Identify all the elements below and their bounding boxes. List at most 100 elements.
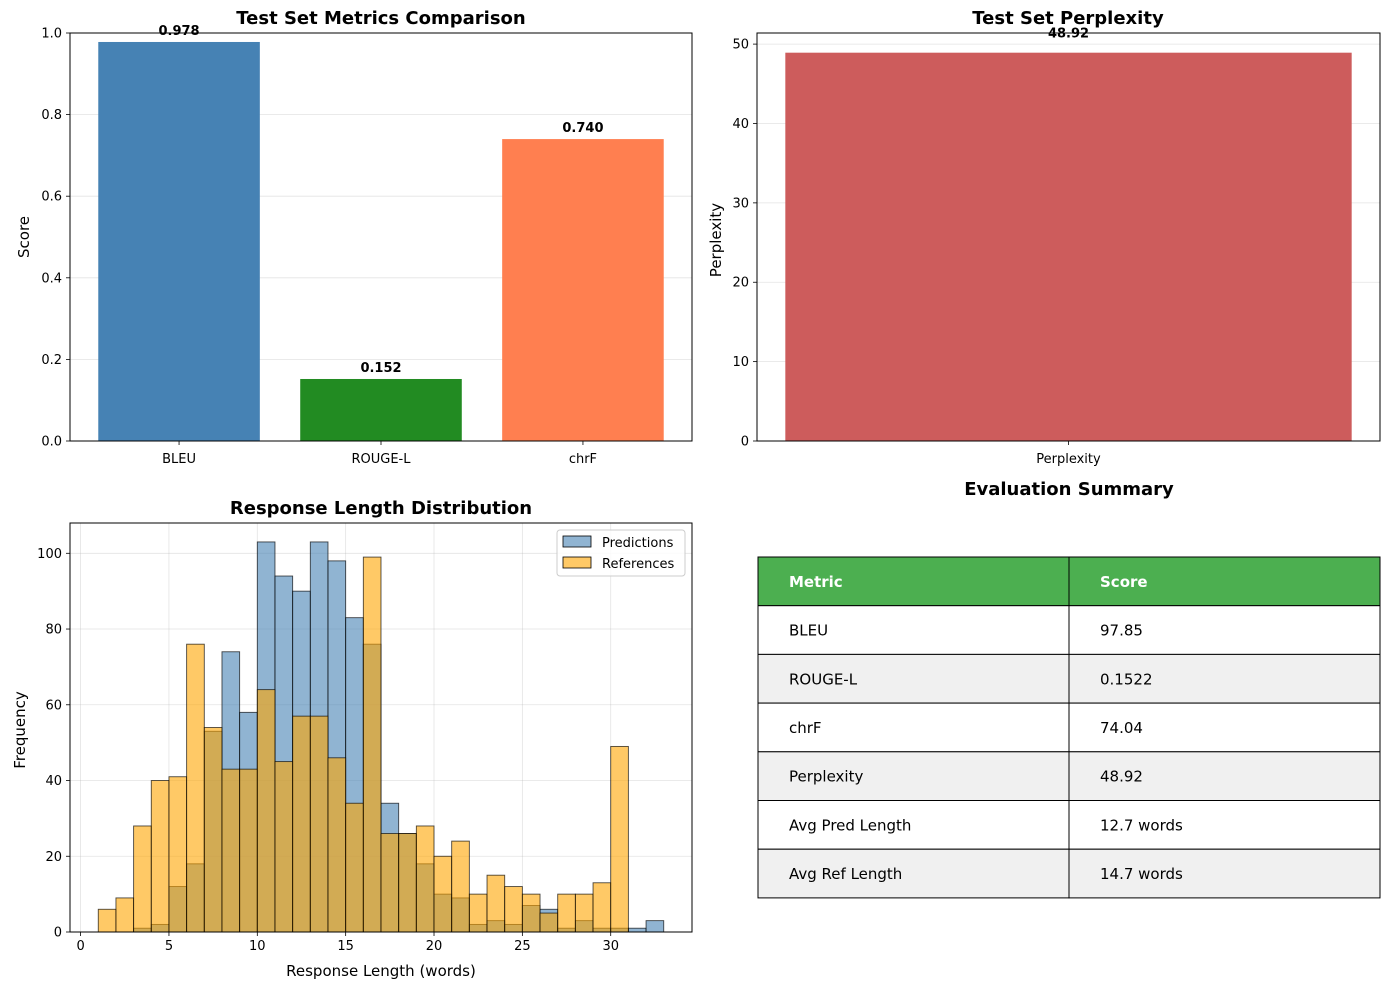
perplexity-chart: 48.92 0 10 20 30 40 50 Perplexity Test Set Per… bbox=[707, 8, 1381, 467]
histogram-bar-references bbox=[557, 893, 576, 933]
metrics-ytick-label: 0.6 bbox=[41, 190, 62, 205]
table-metric-name: BLEU bbox=[789, 622, 828, 640]
metrics-xtick-label: ROUGE-L bbox=[351, 452, 411, 467]
legend-label-references: References bbox=[602, 557, 674, 572]
metrics-chart-bars: 0.978 0.152 0.740 bbox=[98, 24, 664, 441]
histogram-bar-references bbox=[345, 802, 364, 933]
histogram-bar-references bbox=[468, 893, 488, 933]
table-metric-score: 12.7 words bbox=[1100, 816, 1183, 834]
histogram-bar-references bbox=[327, 757, 347, 933]
histogram-bar-references bbox=[521, 893, 541, 933]
perplexity-ytick-label: 10 bbox=[732, 355, 749, 370]
table-row-cell bbox=[757, 751, 1070, 801]
table-row-cell bbox=[1068, 751, 1381, 801]
metrics-ytick-label: 0.2 bbox=[41, 353, 62, 368]
summary-title: Evaluation Summary bbox=[964, 479, 1174, 500]
metrics-comparison-chart: Test Set Metrics Comparison Score 0.9780… bbox=[15, 8, 693, 467]
legend-label-predictions: Predictions bbox=[602, 536, 674, 551]
histogram-bar-references bbox=[486, 874, 506, 933]
histogram-bar-references bbox=[574, 893, 594, 933]
histogram-bar-references bbox=[380, 833, 400, 933]
table-header-score: Score bbox=[1100, 573, 1148, 591]
length-chart-ylabel: Frequency bbox=[11, 691, 29, 769]
metrics-ytick-label: 0.0 bbox=[41, 435, 62, 450]
table-row-cell bbox=[757, 702, 1070, 753]
metrics-bar-rouge-l bbox=[300, 378, 462, 441]
metrics-xtick-label: BLEU bbox=[162, 452, 196, 467]
evaluation-summary: Evaluation Summary Metric Score BLEU 97.85 R… bbox=[757, 479, 1381, 899]
histogram-bar-references bbox=[256, 689, 276, 933]
length-xtick-label: 20 bbox=[426, 939, 443, 954]
histogram-bar-references bbox=[203, 727, 223, 933]
table-row-cell bbox=[1068, 702, 1381, 753]
length-xtick-label: 10 bbox=[249, 939, 266, 954]
length-xtick-label: 25 bbox=[514, 939, 531, 954]
metrics-bar-bleu bbox=[98, 41, 260, 441]
length-ytick-label: 20 bbox=[45, 850, 62, 865]
histogram-bar-references bbox=[610, 745, 629, 933]
length-chart-bars bbox=[97, 541, 665, 933]
metrics-chart-title: Test Set Metrics Comparison bbox=[236, 8, 525, 29]
length-chart-axes-frame bbox=[69, 522, 693, 933]
metrics-xtick-label: chrF bbox=[569, 452, 597, 467]
perplexity-value-label: 48.92 bbox=[1048, 27, 1089, 42]
length-ytick-label: 60 bbox=[45, 698, 62, 713]
metrics-value-label: 0.978 bbox=[158, 24, 199, 39]
table-row-cell bbox=[757, 653, 1070, 704]
histogram-bar-references bbox=[133, 825, 152, 933]
histogram-bar-references bbox=[186, 643, 205, 933]
table-header-cell bbox=[757, 556, 1070, 607]
histogram-bar-references bbox=[433, 855, 453, 933]
histogram-bar-predictions bbox=[627, 927, 647, 933]
table-row-cell bbox=[1068, 800, 1381, 850]
table-row-cell bbox=[1068, 848, 1381, 899]
table-metric-score: 48.92 bbox=[1100, 768, 1143, 786]
table-metric-score: 14.7 words bbox=[1100, 865, 1183, 883]
metrics-chart-axes-frame bbox=[69, 32, 693, 442]
perplexity-chart-axes-frame bbox=[756, 32, 1381, 442]
perplexity-chart-bars: 48.92 bbox=[785, 27, 1352, 441]
histogram-bar-references bbox=[539, 912, 559, 933]
metrics-value-label: 0.740 bbox=[562, 121, 603, 136]
histogram-bar-references bbox=[239, 768, 258, 933]
metrics-bar-chrf bbox=[502, 139, 664, 441]
histogram-bar-references bbox=[504, 886, 523, 933]
histogram-bar-references bbox=[221, 768, 241, 933]
table-row-cell bbox=[757, 848, 1070, 899]
perplexity-xtick-label: Perplexity bbox=[1036, 452, 1101, 467]
perplexity-chart-ticks: 0 10 20 30 40 50 Perplexity bbox=[732, 38, 1101, 467]
histogram-bar-references bbox=[292, 715, 311, 933]
length-xtick-label: 0 bbox=[76, 939, 84, 954]
metrics-chart-ylabel: Score bbox=[15, 216, 33, 258]
histogram-bar-references bbox=[150, 780, 170, 933]
histogram-bar-references bbox=[398, 833, 417, 933]
length-xtick-label: 30 bbox=[602, 939, 619, 954]
table-metric-name: Avg Pred Length bbox=[789, 816, 911, 834]
table-metric-name: chrF bbox=[789, 719, 822, 737]
length-xtick-label: 15 bbox=[337, 939, 354, 954]
table-header-cell bbox=[1068, 556, 1381, 607]
histogram-bar-references bbox=[415, 825, 435, 933]
histogram-bar-references bbox=[97, 908, 117, 933]
length-ytick-label: 0 bbox=[54, 926, 62, 941]
perplexity-chart-title: Test Set Perplexity bbox=[972, 8, 1164, 29]
perplexity-chart-ylabel: Perplexity bbox=[707, 203, 725, 277]
metrics-value-label: 0.152 bbox=[360, 361, 401, 376]
histogram-bar-references bbox=[274, 761, 294, 933]
histogram-bar-predictions bbox=[645, 920, 665, 933]
summary-table: Metric Score BLEU 97.85 ROUGE-L 0.1522 chrF 74.… bbox=[757, 556, 1381, 899]
histogram-bar-references bbox=[362, 556, 382, 933]
histogram-bar-references bbox=[115, 897, 135, 933]
table-row-cell bbox=[1068, 605, 1381, 655]
length-ytick-label: 80 bbox=[45, 623, 62, 638]
legend-swatch-predictions bbox=[562, 535, 592, 548]
perplexity-ytick-label: 20 bbox=[732, 276, 749, 291]
length-chart-ticks: 0 20 40 60 80 100 0 5 10 15 20 25 30 bbox=[37, 547, 619, 954]
perplexity-ytick-label: 0 bbox=[741, 435, 749, 450]
length-xtick-label: 5 bbox=[165, 939, 173, 954]
perplexity-ytick-label: 30 bbox=[732, 196, 749, 211]
perplexity-bar bbox=[785, 52, 1352, 441]
metrics-ytick-label: 0.8 bbox=[41, 108, 62, 123]
length-ytick-label: 40 bbox=[45, 774, 62, 789]
length-chart-xlabel: Response Length (words) bbox=[286, 962, 476, 980]
